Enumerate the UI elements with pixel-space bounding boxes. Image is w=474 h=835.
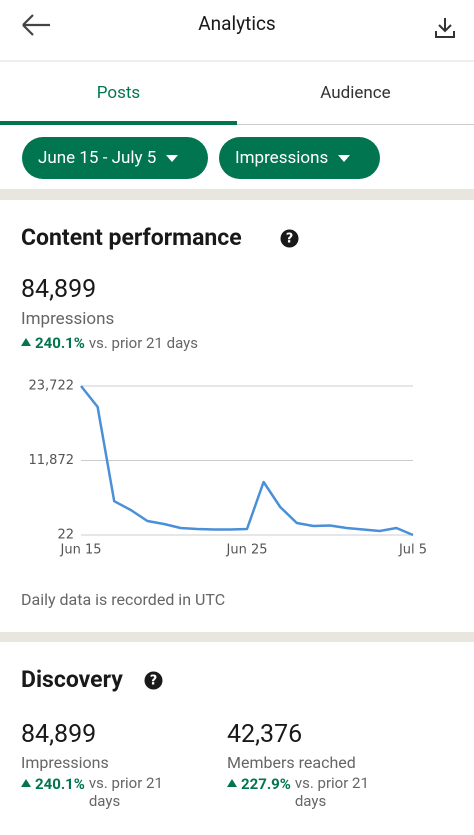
- y-tick-label: 23,722: [29, 379, 75, 394]
- comparison: vs. prior 21 days: [294, 774, 369, 810]
- change-value: 240.1%: [35, 775, 85, 793]
- comparison: vs. prior 21 days: [88, 774, 163, 810]
- date-filter[interactable]: June 15 - July 5: [22, 137, 208, 179]
- svg-text:?: ?: [286, 232, 294, 247]
- svg-text:?: ?: [150, 674, 158, 689]
- change-value: 240.1%: [35, 334, 85, 352]
- change-value: 227.9%: [241, 775, 291, 793]
- stat-value: 42,376: [227, 720, 303, 749]
- stat-value: 84,899: [21, 720, 97, 749]
- section-separator: [0, 632, 474, 642]
- stat: 42,376 Members reached 227.9% vs. prior …: [227, 720, 390, 810]
- y-tick-label: 22: [57, 528, 74, 543]
- x-tick-label: Jun 25: [226, 543, 268, 558]
- stat-label: Members reached: [227, 753, 356, 772]
- tab-audience[interactable]: Audience: [320, 83, 391, 103]
- x-tick-label: Jul 5: [398, 543, 427, 558]
- back-button[interactable]: [20, 12, 52, 38]
- data-line: [80, 385, 414, 537]
- y-tick-label: 11,872: [29, 453, 75, 468]
- tab-indicator: [0, 121, 237, 125]
- date-filter-label: June 15 - July 5: [38, 148, 157, 168]
- stat: 84,899 Impressions 240.1% vs. prior 21 d…: [21, 720, 184, 810]
- metric-filter-label: Impressions: [235, 148, 329, 168]
- change-row: 240.1% vs. prior 21 days: [21, 333, 198, 352]
- page-title: Analytics: [198, 12, 276, 35]
- header-divider: [0, 60, 474, 62]
- section-title: Discovery: [21, 666, 123, 693]
- metric-label: Impressions: [21, 309, 115, 329]
- help-icon[interactable]: ?: [280, 229, 299, 248]
- section-title: Content performance: [21, 224, 242, 251]
- help-icon[interactable]: ?: [144, 671, 163, 690]
- chart: 22 11,872 23,722 Jun 15 Jun 25 Jul 5: [29, 379, 428, 558]
- tab-divider: [0, 124, 474, 125]
- tab-posts[interactable]: Posts: [96, 83, 141, 103]
- comparison: vs. prior 21 days: [88, 334, 198, 352]
- total-value: 84,899: [21, 275, 97, 304]
- download-button[interactable]: [433, 16, 457, 40]
- x-tick-label: Jun 15: [60, 543, 102, 558]
- stat-label: Impressions: [21, 753, 109, 772]
- note: Daily data is recorded in UTC: [21, 590, 226, 609]
- section-separator: [0, 189, 474, 200]
- metric-filter[interactable]: Impressions: [219, 137, 380, 179]
